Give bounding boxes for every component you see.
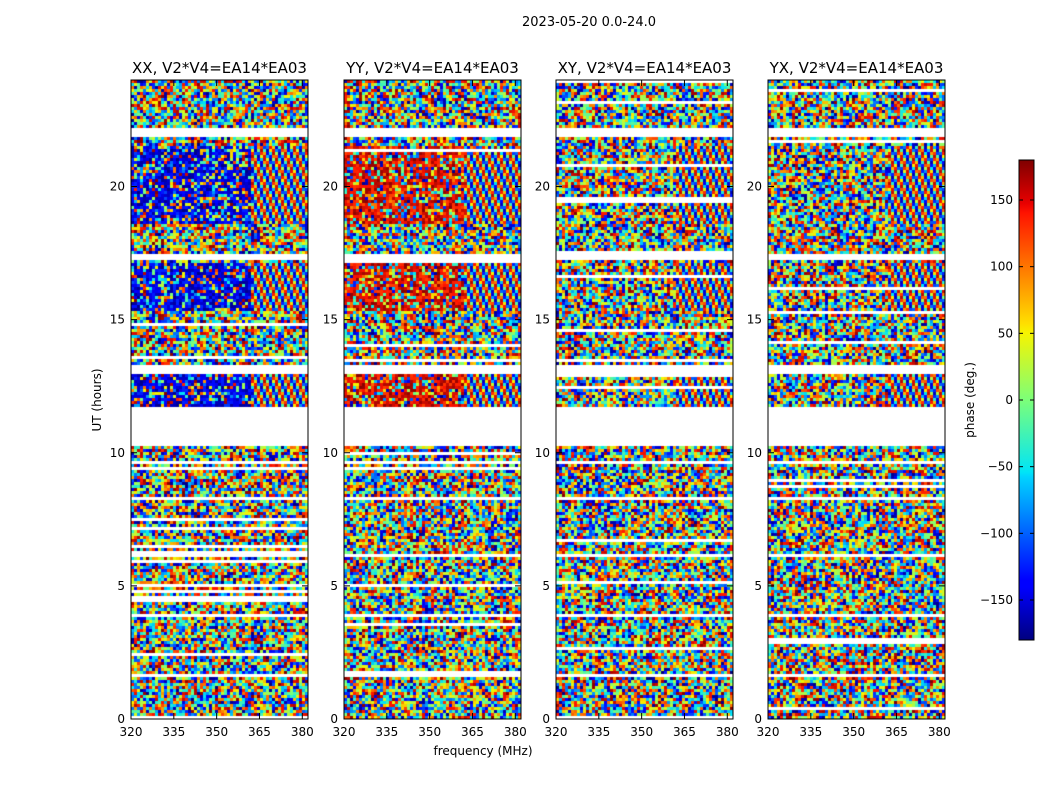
y-tick-label: 5 [117,579,125,593]
x-tick-label: 350 [205,725,228,739]
y-tick-label: 0 [117,712,125,726]
panel-1: XX, V2*V4=EA14*EA03 320 335 350 365 380 0 5 10 15… [110,59,314,739]
y-tick-label: 10 [747,446,762,460]
y-tick-label: 15 [110,313,125,327]
x-tick-label: 335 [162,725,185,739]
colorbar-tick-label: 150 [990,193,1013,207]
colorbar-tick-label: −100 [980,526,1013,540]
y-tick-label: 0 [330,712,338,726]
y-tick-label: 20 [535,180,550,194]
heatmap-image [556,80,733,719]
y-tick-label: 15 [535,313,550,327]
panel-3: XY, V2*V4=EA14*EA03 320 335 350 365 380 0 5 10 15… [535,59,739,739]
panel-title: XY, V2*V4=EA14*EA03 [558,59,732,77]
y-tick-label: 0 [542,712,550,726]
panel-title: YY, V2*V4=EA14*EA03 [345,59,519,77]
x-tick-label: 380 [291,725,314,739]
colorbar-tick-label: −150 [980,593,1013,607]
x-tick-label: 350 [842,725,865,739]
y-tick-label: 10 [535,446,550,460]
x-tick-label: 365 [461,725,484,739]
y-axis-label: UT (hours) [90,368,104,431]
figure-title: 2023-05-20 0.0-24.0 [522,15,656,30]
y-tick-label: 15 [747,313,762,327]
x-tick-label: 380 [716,725,739,739]
panel-title: XX, V2*V4=EA14*EA03 [132,59,307,77]
x-tick-label: 365 [248,725,271,739]
x-tick-label: 350 [418,725,441,739]
y-tick-label: 5 [542,579,550,593]
x-tick-label: 350 [630,725,653,739]
y-tick-label: 15 [323,313,338,327]
y-tick-label: 20 [323,180,338,194]
heatmap-image [131,80,308,719]
colorbar-tick-label: 0 [1005,393,1013,407]
x-tick-label: 335 [799,725,822,739]
y-tick-label: 20 [110,180,125,194]
colorbar-tick-label: −50 [988,460,1013,474]
x-tick-label: 320 [333,725,356,739]
panel-4: YX, V2*V4=EA14*EA03 320 335 350 365 380 0 5 10 15… [747,59,951,739]
colorbar-tick-label: 100 [990,260,1013,274]
x-tick-label: 320 [545,725,568,739]
x-tick-label: 365 [885,725,908,739]
x-tick-label: 380 [504,725,527,739]
colorbar-tick-label: 50 [998,326,1013,340]
colorbar-label: phase (deg.) [963,362,977,438]
plot-frame [343,79,522,720]
plot-frame [130,79,309,720]
x-tick-label: 335 [375,725,398,739]
heatmap-image [344,80,521,719]
plot-frame [767,79,946,720]
x-tick-label: 365 [673,725,696,739]
x-tick-label: 320 [757,725,780,739]
panel-title: YX, V2*V4=EA14*EA03 [769,59,944,77]
heatmap-image [768,80,945,719]
plot-frame [555,79,734,720]
y-tick-label: 5 [754,579,762,593]
panel-2: YY, V2*V4=EA14*EA03 320 335 350 365 380 0 5 10 15… [323,59,527,739]
x-tick-label: 335 [587,725,610,739]
x-tick-label: 320 [120,725,143,739]
y-tick-label: 5 [330,579,338,593]
colorbar: −150 −100 −50 0 50 100 150 phase (deg.) [963,159,1035,641]
y-tick-label: 10 [323,446,338,460]
y-tick-label: 0 [754,712,762,726]
y-tick-label: 10 [110,446,125,460]
x-axis-label: frequency (MHz) [433,744,532,758]
y-tick-label: 20 [747,180,762,194]
x-tick-label: 380 [928,725,951,739]
